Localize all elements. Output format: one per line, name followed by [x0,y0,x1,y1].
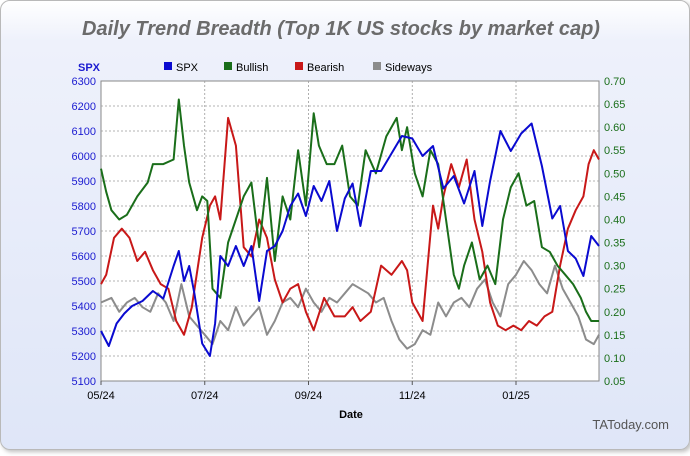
y-left-tick-label: 5700 [72,226,96,238]
y-left-tick-label: 5300 [72,326,96,338]
x-tick-label: 11/24 [399,390,426,402]
x-tick-label: 09/24 [295,390,323,402]
y-left-tick-label: 6000 [72,151,96,163]
watermark: TAToday.com [592,417,669,432]
y-right-tick-label: 0.05 [604,376,625,388]
y-right-tick-label: 0.55 [604,145,625,157]
y-left-tick-label: 6300 [72,76,96,88]
y-right-tick-label: 0.50 [604,168,625,180]
x-axis-label: Date [339,409,363,421]
y-right-tick-label: 0.25 [604,284,625,296]
legend-item-spx: SPX [164,62,199,74]
grid-lines [101,81,599,381]
legend-swatch [224,62,232,70]
y-left-tick-label: 6200 [72,101,96,113]
series-line-sideways [100,260,600,350]
legend-label: Bullish [236,62,268,74]
series-lines [100,98,600,357]
legend-label: Sideways [385,62,433,74]
x-axis: 05/24 07/24 09/24 11/24 01/25 [87,381,530,402]
y-right-tick-label: 0.40 [604,214,625,226]
y-left-tick-label: 5100 [72,376,96,388]
legend-item-bearish: Bearish [295,62,344,74]
series-line-bearish [100,116,600,336]
y-left-axis-label: SPX [78,62,101,74]
y-left-tick-label: 6100 [72,126,96,138]
y-left-tick-label: 5600 [72,251,96,263]
y-right-tick-label: 0.15 [604,330,625,342]
chart-title: Daily Trend Breadth (Top 1K US stocks by… [82,18,600,40]
y-left-tick-label: 5500 [72,276,96,288]
x-tick-label: 05/24 [87,390,115,402]
y-right-tick-label: 0.35 [604,238,625,250]
x-tick-label: 07/24 [191,390,219,402]
y-left-tick-label: 5400 [72,301,96,313]
legend-item-sideways: Sideways [373,62,433,74]
y-right-tick-label: 0.60 [604,122,625,134]
y-left-axis: 5100 5200 5300 5400 5500 5600 5700 5800 5900 6000… [72,76,96,388]
y-left-tick-label: 5800 [72,201,96,213]
y-right-tick-label: 0.20 [604,307,625,319]
y-right-axis: 0.05 0.10 0.15 0.20 0.25 0.30 0.35 0.40 0.45 0.50… [604,76,625,388]
x-tick-label: 01/25 [502,390,530,402]
legend-label: SPX [176,62,199,74]
legend-swatch [164,62,172,70]
y-right-tick-label: 0.70 [604,76,625,88]
legend-swatch [373,62,381,70]
series-line-bullish [100,98,599,322]
y-right-tick-label: 0.45 [604,191,625,203]
y-left-tick-label: 5200 [72,351,96,363]
legend-swatch [295,62,303,70]
legend-item-bullish: Bullish [224,62,268,74]
y-right-tick-label: 0.10 [604,353,625,365]
series-line-spx [100,122,600,357]
y-left-tick-label: 5900 [72,176,96,188]
legend-label: Bearish [307,62,344,74]
y-right-tick-label: 0.30 [604,261,625,273]
chart-legend: SPX Bullish Bearish Sideways [164,62,433,74]
y-right-tick-label: 0.65 [604,99,625,111]
